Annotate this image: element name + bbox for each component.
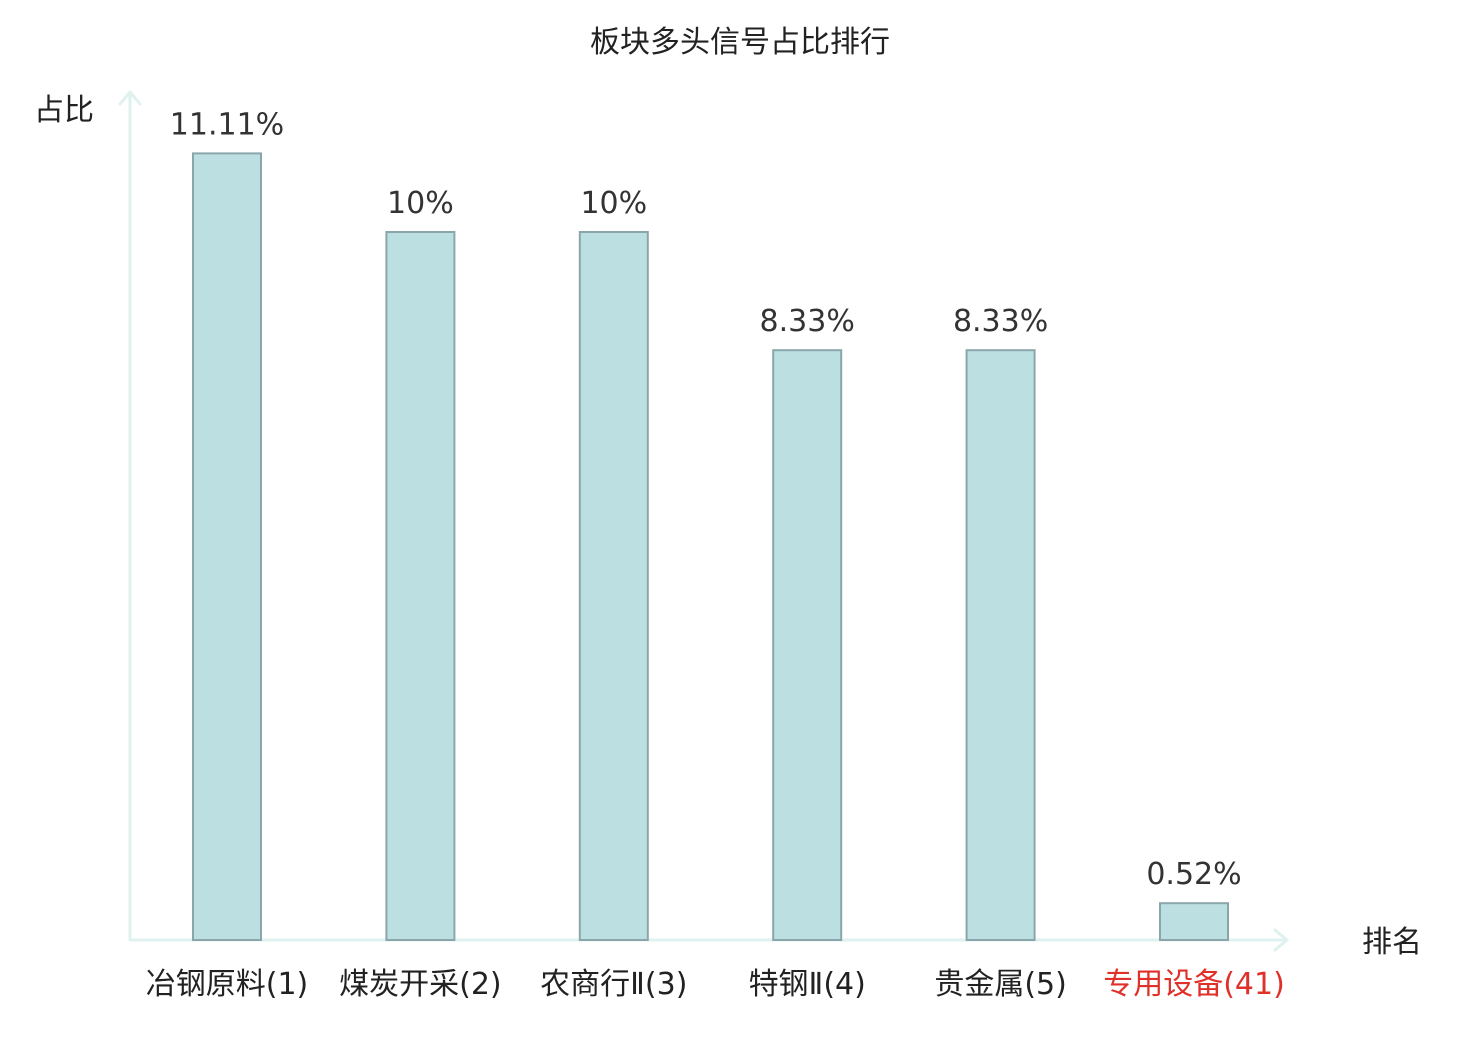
category-rank: (4) <box>823 967 866 1002</box>
category-name: 特钢Ⅱ <box>749 967 824 1002</box>
category-label: 特钢Ⅱ(4) <box>749 967 866 1002</box>
category-label: 煤炭开采(2) <box>339 967 502 1002</box>
bar <box>1159 902 1229 942</box>
bar-value-label: 10% <box>387 186 454 221</box>
bar <box>578 231 649 941</box>
bar <box>772 349 843 941</box>
x-axis-label: 排名 <box>1362 925 1422 960</box>
bar-value-label: 0.52% <box>1146 857 1241 892</box>
category-name: 煤炭开采 <box>339 967 459 1002</box>
bar <box>965 349 1036 941</box>
category-rank: (1) <box>266 967 309 1002</box>
category-labels-group: 冶钢原料(1) 煤炭开采(2) 农商行Ⅱ(3) 特钢Ⅱ(4) 贵金属(5) 专用设备(41… <box>146 967 1285 1002</box>
bar <box>192 152 262 941</box>
chart-title: 板块多头信号占比排行 <box>590 25 890 60</box>
category-rank: (3) <box>645 967 688 1002</box>
y-axis <box>118 90 142 942</box>
category-label: 专用设备(41) <box>1103 967 1285 1002</box>
category-label: 贵金属(5) <box>934 967 1067 1002</box>
category-label: 冶钢原料(1) <box>146 967 309 1002</box>
category-name: 专用设备 <box>1103 967 1223 1002</box>
bar <box>385 231 456 941</box>
y-axis-label: 占比 <box>34 93 94 128</box>
value-labels-group: 11.11% 10% 10% 8.33% 8.33% 0.52% <box>170 107 1242 892</box>
category-rank: (2) <box>459 967 502 1002</box>
bars-group <box>192 152 1229 942</box>
bar-value-label: 10% <box>580 186 647 221</box>
bar-value-label: 8.33% <box>953 304 1048 339</box>
category-name: 贵金属 <box>934 967 1024 1002</box>
category-name: 农商行Ⅱ <box>540 967 645 1002</box>
bar-value-label: 11.11% <box>170 107 284 142</box>
x-axis <box>128 928 1289 952</box>
category-label: 农商行Ⅱ(3) <box>540 967 687 1002</box>
category-rank: (5) <box>1024 967 1067 1002</box>
category-rank: (41) <box>1223 967 1285 1002</box>
bar-value-label: 8.33% <box>760 304 855 339</box>
category-name: 冶钢原料 <box>146 967 266 1002</box>
